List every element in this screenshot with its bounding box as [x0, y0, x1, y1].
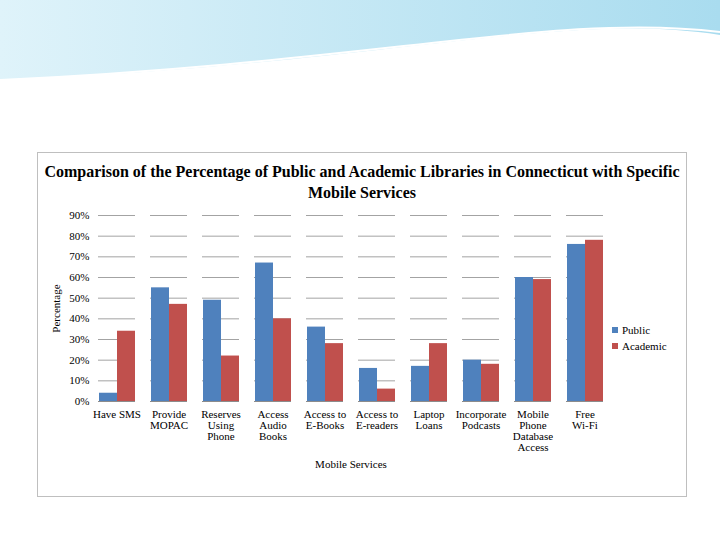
svg-text:30%: 30%: [69, 333, 89, 345]
svg-text:FreeWi-Fi: FreeWi-Fi: [572, 408, 598, 431]
svg-text:40%: 40%: [69, 312, 89, 324]
html-text:Public: Public: [622, 324, 651, 336]
svg-text:60%: 60%: [69, 271, 89, 283]
svg-text:Percentage: Percentage: [50, 284, 62, 332]
svg-text:90%: 90%: [69, 209, 89, 221]
svg-text:10%: 10%: [69, 374, 89, 386]
svg-text:ProvideMOPAC: ProvideMOPAC: [150, 408, 188, 431]
svg-text:LaptopLoans: LaptopLoans: [413, 408, 445, 431]
svg-text:Access toE-Books: Access toE-Books: [304, 408, 347, 431]
svg-text:20%: 20%: [69, 354, 89, 366]
svg-text:MobilePhoneDatabaseAccess: MobilePhoneDatabaseAccess: [513, 408, 553, 453]
svg-text:70%: 70%: [69, 250, 89, 262]
html-text:Academic: Academic: [622, 340, 667, 352]
svg-text:50%: 50%: [69, 292, 89, 304]
svg-text:Mobile Services: Mobile Services: [315, 458, 387, 470]
svg-text:80%: 80%: [69, 230, 89, 242]
svg-text:Have SMS: Have SMS: [93, 408, 141, 420]
svg-text:0%: 0%: [75, 395, 90, 407]
svg-text:IncorporatePodcasts: IncorporatePodcasts: [456, 408, 507, 431]
html-text:Comparison of the Percentage o: Comparison of the Percentage of Public a…: [44, 163, 680, 201]
svg-text:ReservesUsingPhone: ReservesUsingPhone: [201, 408, 241, 442]
svg-text:AccessAudioBooks: AccessAudioBooks: [257, 408, 288, 442]
svg-text:Access toE-readers: Access toE-readers: [356, 408, 399, 431]
